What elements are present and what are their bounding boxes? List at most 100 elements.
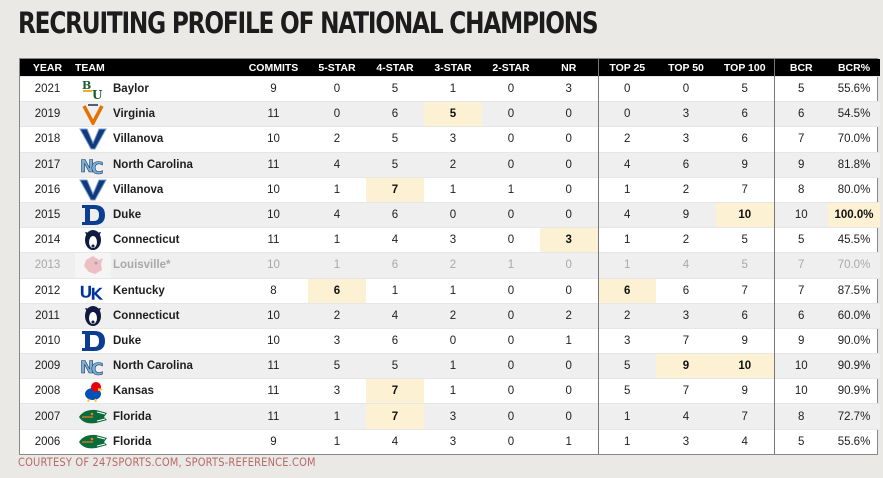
table-row: 2018 Villanova 10 2 5 3 0 0 2 3 6 7 70.0% [20,126,880,153]
col-header-team: TEAM [75,59,239,77]
cell-2-star: 1 [482,176,540,203]
cell-top-100: 10 [716,201,775,228]
cell-bcr: 9 [774,151,828,178]
cell-5-star: 1 [308,176,366,203]
cell-top-100: 7 [716,277,775,304]
table-row: 2019 Virginia 11 0 6 5 0 0 0 3 6 6 54.5% [20,101,880,127]
cell-2-star: 0 [482,227,540,253]
cell-commits: 9 [239,428,308,454]
cell-5-star: 1 [308,428,366,454]
cell-top-50: 4 [656,252,716,278]
cell-4-star: 5 [366,353,424,379]
cell-nr: 3 [540,227,599,253]
cell-bcr: 10 [774,353,828,379]
cell-bcr-pct: 90.0% [828,327,880,354]
cell-4-star: 6 [366,101,424,127]
cell-top-25: 4 [598,201,656,228]
table-row: 2007 Florida 11 1 7 3 0 0 1 4 7 8 72.7% [20,403,880,430]
cell-year: 2015 [20,201,75,228]
cell-year: 2019 [20,101,75,127]
cell-top-100: 5 [716,227,775,253]
cell-team: Baylor [111,75,239,102]
cell-team: Duke [111,201,239,228]
cell-commits: 10 [239,252,308,278]
cell-bcr-pct: 90.9% [828,353,880,379]
col-header-2-star: 2-STAR [482,59,540,77]
cell-team: Kentucky [111,277,239,304]
cell-bcr: 6 [774,302,828,329]
cell-bcr: 8 [774,403,828,430]
cell-5-star: 0 [308,101,366,127]
cell-4-star: 7 [366,403,424,430]
cell-bcr-pct: 55.6% [828,75,880,102]
cell-top-100: 9 [716,327,775,354]
cell-bcr-pct: 70.0% [828,252,880,278]
cell-4-star: 5 [366,151,424,178]
cell-5-star: 2 [308,302,366,329]
cell-5-star: 4 [308,151,366,178]
cell-nr: 1 [540,428,599,454]
cell-team: Florida [111,428,239,454]
cell-top-50: 2 [656,176,716,203]
cell-team: Florida [111,403,239,430]
cell-5-star: 0 [308,75,366,102]
table-row: 2012 U K Kentucky 8 6 1 1 0 0 6 6 7 7 87.5% [20,277,880,304]
cell-4-star: 1 [366,277,424,304]
cell-bcr-pct: 70.0% [828,126,880,153]
col-header-top-25: TOP 25 [598,59,656,77]
cell-3-star: 2 [424,252,482,278]
connecticut-logo [75,302,111,329]
cell-year: 2018 [20,126,75,153]
cell-top-100: 4 [716,428,775,454]
cell-top-25: 5 [598,378,656,404]
cell-3-star: 3 [424,227,482,253]
cell-5-star: 6 [308,277,366,304]
cell-commits: 11 [239,151,308,178]
cell-commits: 11 [239,353,308,379]
cell-2-star: 0 [482,403,540,430]
cell-nr: 0 [540,277,599,304]
cell-bcr: 7 [774,277,828,304]
cell-3-star: 0 [424,201,482,228]
cell-3-star: 1 [424,277,482,304]
col-header-nr: NR [540,59,599,77]
cell-5-star: 5 [308,353,366,379]
louisville-logo [75,252,111,278]
cell-2-star: 0 [482,201,540,228]
cell-commits: 8 [239,277,308,304]
cell-2-star: 1 [482,252,540,278]
cell-top-50: 6 [656,277,716,304]
cell-2-star: 0 [482,277,540,304]
cell-top-25: 1 [598,428,656,454]
cell-2-star: 0 [482,151,540,178]
cell-team: North Carolina [111,151,239,178]
cell-top-25: 1 [598,227,656,253]
cell-top-100: 5 [716,75,775,102]
cell-2-star: 0 [482,101,540,127]
cell-team: Louisville* [111,252,239,278]
table-row: 2010 Duke 10 3 6 0 0 1 3 7 9 9 90.0% [20,327,880,354]
cell-team: Connecticut [111,227,239,253]
cell-bcr-pct: 87.5% [828,277,880,304]
cell-bcr: 5 [774,75,828,102]
cell-year: 2011 [20,302,75,329]
cell-year: 2016 [20,176,75,203]
svg-text:U: U [79,283,93,302]
cell-year: 2013 [20,252,75,278]
cell-nr: 0 [540,252,599,278]
cell-bcr: 5 [774,227,828,253]
cell-bcr-pct: 60.0% [828,302,880,329]
cell-3-star: 1 [424,378,482,404]
cell-nr: 0 [540,378,599,404]
cell-year: 2012 [20,277,75,304]
cell-4-star: 4 [366,302,424,329]
cell-nr: 0 [540,151,599,178]
cell-5-star: 3 [308,327,366,354]
cell-top-100: 6 [716,126,775,153]
cell-top-25: 1 [598,403,656,430]
col-header-3-star: 3-STAR [424,59,482,77]
cell-bcr-pct: 90.9% [828,378,880,404]
cell-commits: 10 [239,176,308,203]
cell-3-star: 0 [424,327,482,354]
